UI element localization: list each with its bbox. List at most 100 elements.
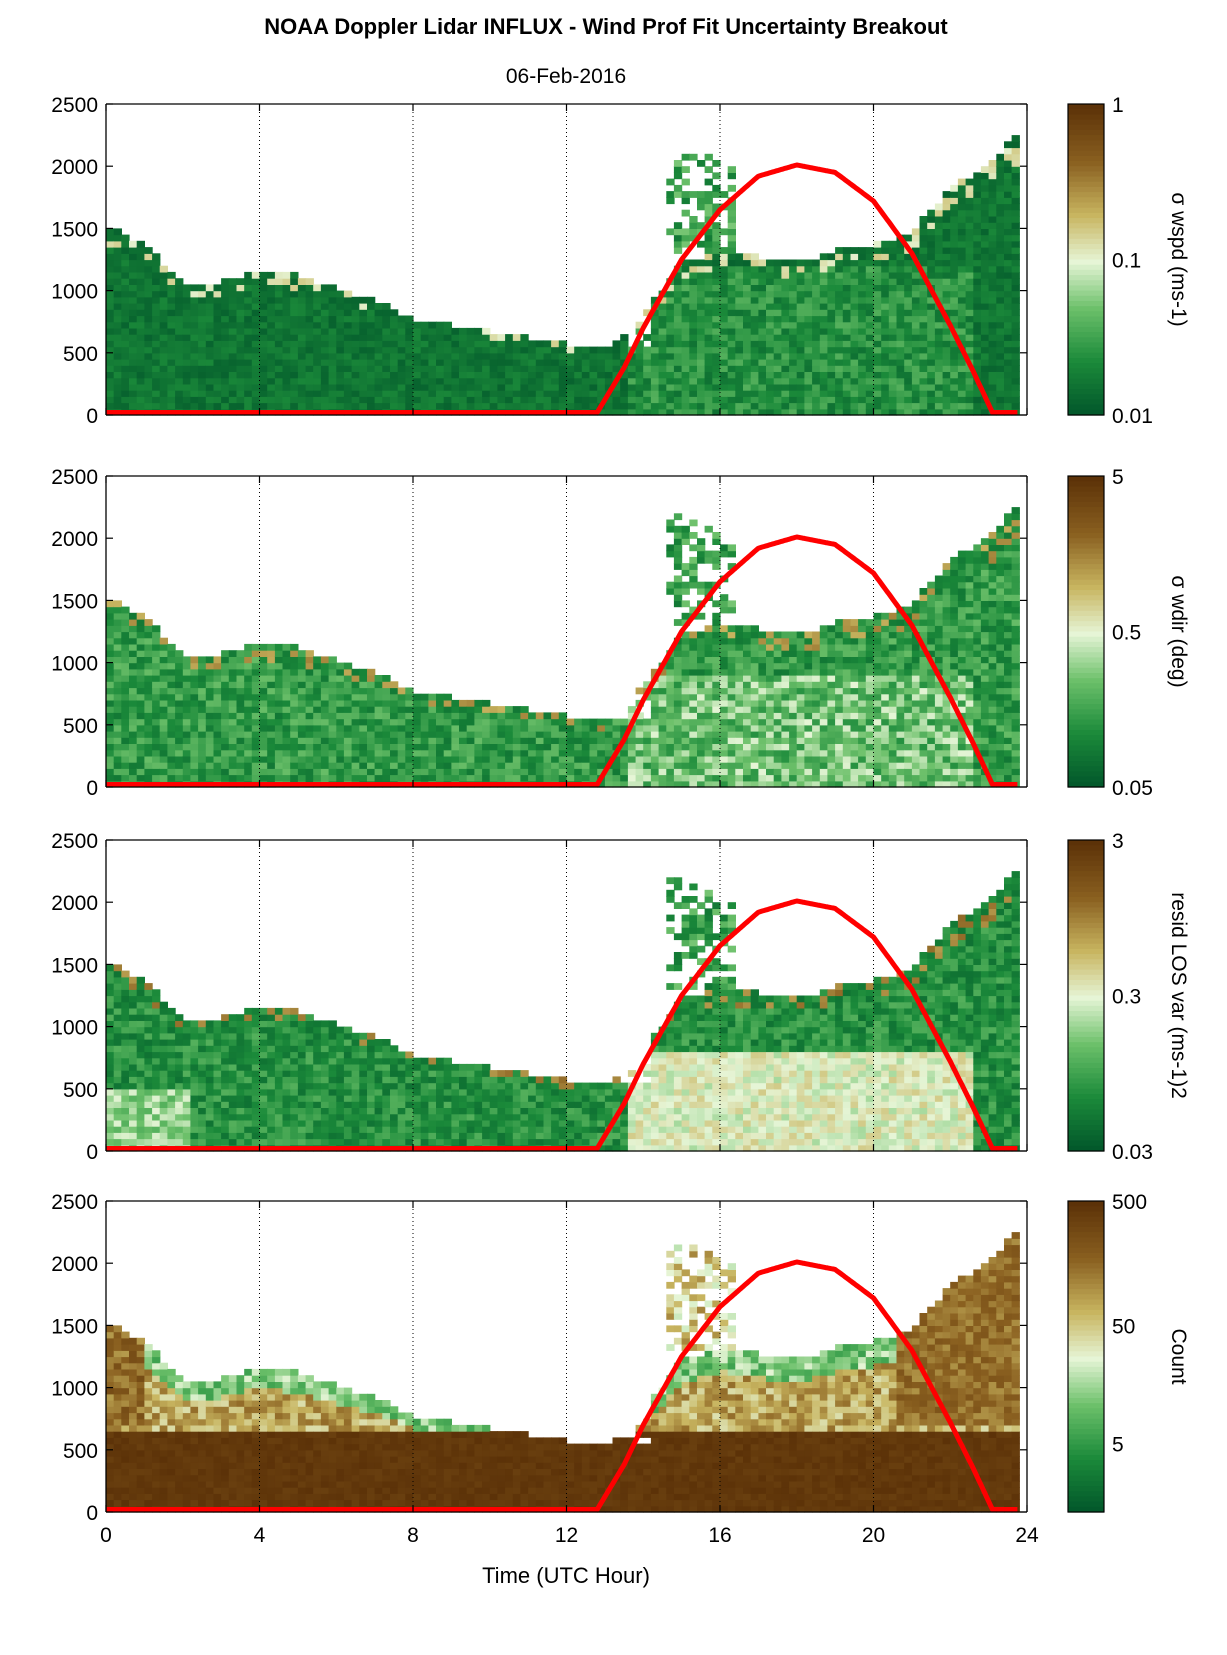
- heatmap-cell: [129, 637, 138, 645]
- heatmap-cell: [221, 712, 230, 720]
- heatmap-cell: [328, 699, 337, 707]
- heatmap-cell: [397, 731, 406, 738]
- heatmap-cell: [819, 402, 829, 410]
- heatmap-cell: [896, 390, 905, 397]
- heatmap-cell: [236, 309, 245, 317]
- heatmap-cell: [152, 643, 161, 651]
- heatmap-cell: [819, 743, 829, 751]
- heatmap-cell: [781, 371, 790, 379]
- heatmap-cell: [773, 656, 782, 664]
- heatmap-cell: [888, 271, 898, 279]
- heatmap-cell: [965, 178, 974, 186]
- heatmap-cell: [144, 668, 153, 676]
- heatmap-cell: [873, 396, 882, 404]
- heatmap-cell: [827, 737, 836, 744]
- heatmap-cell: [873, 631, 882, 639]
- heatmap-cell: [359, 402, 368, 410]
- heatmap-cell: [221, 743, 230, 751]
- heatmap-cell: [904, 259, 913, 267]
- heatmap-cell: [1011, 296, 1020, 304]
- heatmap-cell: [244, 365, 253, 372]
- heatmap-cell: [182, 309, 192, 317]
- heatmap-cell: [259, 724, 268, 732]
- heatmap-cell: [673, 284, 683, 292]
- heatmap-cell: [474, 706, 483, 713]
- heatmap-cell: [236, 327, 245, 335]
- heatmap-cell: [320, 662, 330, 670]
- heatmap-cell: [919, 222, 928, 229]
- heatmap-cell: [320, 396, 330, 404]
- heatmap-cell: [274, 352, 284, 360]
- heatmap-cell: [650, 693, 660, 701]
- heatmap-cell: [873, 712, 882, 720]
- heatmap-cell: [773, 365, 782, 372]
- heatmap-cell: [720, 656, 729, 664]
- heatmap-cell: [351, 383, 360, 391]
- heatmap-cell: [781, 743, 790, 751]
- heatmap-cell: [743, 681, 752, 689]
- heatmap-cell: [328, 755, 337, 763]
- heatmap-cell: [251, 327, 261, 335]
- heatmap-cell: [743, 309, 752, 317]
- heatmap-cell: [673, 408, 683, 416]
- heatmap-cell: [873, 780, 882, 788]
- heatmap-cell: [950, 346, 959, 354]
- heatmap-cell: [343, 309, 353, 317]
- heatmap-cell: [858, 619, 867, 626]
- heatmap-cell: [290, 681, 299, 689]
- heatmap-cell: [850, 662, 859, 670]
- heatmap-cell: [313, 402, 322, 410]
- heatmap-cell: [443, 346, 452, 354]
- heatmap-cell: [512, 383, 522, 391]
- heatmap-cell: [911, 402, 921, 410]
- heatmap-cell: [244, 346, 253, 354]
- heatmap-cell: [420, 340, 429, 348]
- heatmap-cell: [113, 774, 122, 782]
- heatmap-cell: [896, 749, 905, 757]
- heatmap-cell: [413, 365, 422, 372]
- heatmap-cell: [904, 371, 913, 379]
- heatmap-cell: [436, 327, 445, 335]
- heatmap-cell: [367, 737, 376, 744]
- heatmap-cell: [1004, 247, 1013, 254]
- heatmap-cell: [359, 327, 368, 335]
- heatmap-cell: [950, 240, 959, 248]
- heatmap-cell: [413, 699, 422, 707]
- heatmap-cell: [451, 712, 460, 720]
- heatmap-cell: [789, 706, 798, 713]
- heatmap-cell: [221, 706, 230, 713]
- heatmap-cell: [152, 284, 161, 292]
- heatmap-cell: [182, 327, 192, 335]
- heatmap-cell: [1011, 259, 1020, 267]
- heatmap-cell: [720, 228, 729, 236]
- heatmap-cell: [766, 687, 775, 695]
- heatmap-cell: [136, 724, 145, 732]
- heatmap-cell: [328, 768, 337, 776]
- heatmap-cell: [428, 712, 437, 720]
- heatmap-cell: [382, 371, 391, 379]
- heatmap-cell: [988, 178, 997, 186]
- heatmap-cell: [796, 296, 805, 304]
- heatmap-cell: [789, 762, 798, 769]
- heatmap-cell: [244, 743, 253, 751]
- heatmap-cell: [604, 365, 614, 372]
- heatmap-cell: [405, 377, 414, 385]
- heatmap-cell: [673, 309, 683, 317]
- heatmap-cell: [666, 346, 675, 354]
- heatmap-cell: [911, 234, 921, 242]
- heatmap-cell: [827, 668, 836, 676]
- heatmap-cell: [221, 321, 230, 329]
- heatmap-cell: [773, 681, 782, 689]
- heatmap-cell: [789, 631, 798, 639]
- heatmap-cell: [881, 762, 890, 769]
- heatmap-cell: [888, 309, 898, 317]
- heatmap-cell: [106, 234, 115, 242]
- heatmap-cell: [950, 383, 959, 391]
- heatmap-cell: [297, 699, 307, 707]
- heatmap-cell: [274, 296, 284, 304]
- heatmap-cell: [290, 699, 299, 707]
- heatmap-cell: [221, 327, 230, 335]
- heatmap-cell: [727, 240, 736, 248]
- heatmap-cell: [167, 402, 176, 410]
